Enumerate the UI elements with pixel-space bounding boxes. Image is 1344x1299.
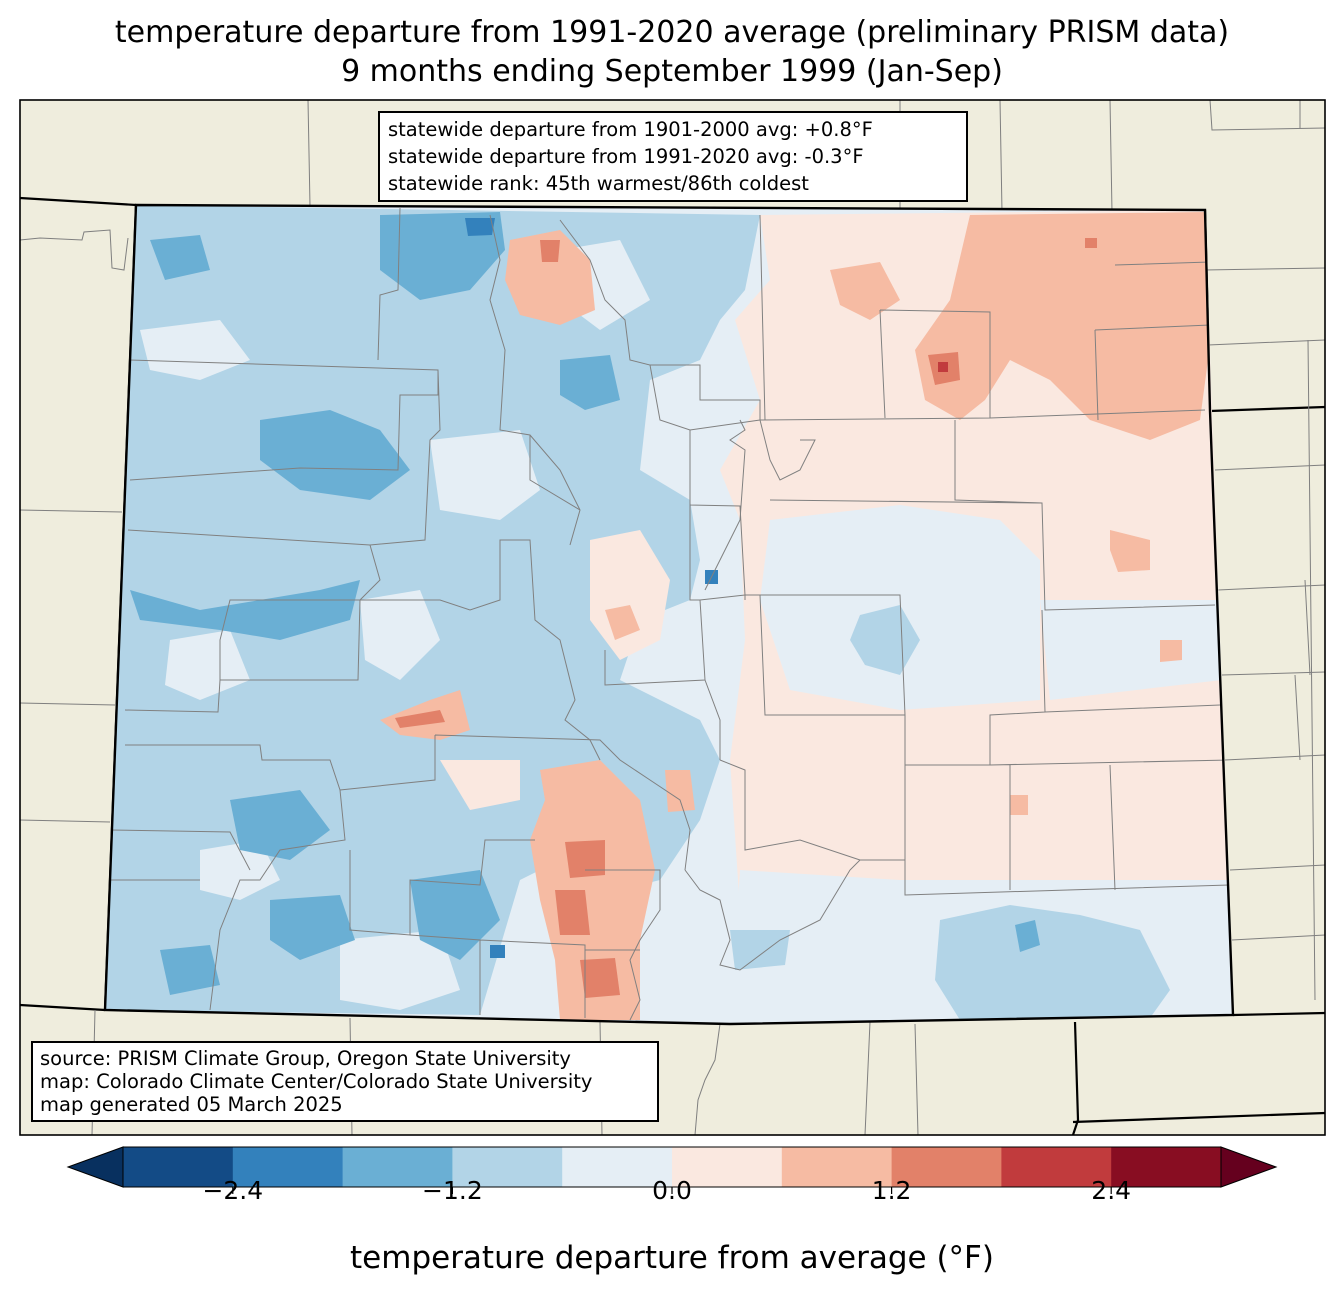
colorbar-bin xyxy=(232,1147,344,1187)
colorbar-bin xyxy=(452,1147,563,1187)
generated-date-line: map generated 05 March 2025 xyxy=(40,1093,343,1116)
source-line: source: PRISM Climate Group, Oregon Stat… xyxy=(40,1047,571,1070)
colorbar xyxy=(66,1146,1278,1194)
colorbar-bin xyxy=(891,1147,1002,1187)
stats-departure-1901-2000: statewide departure from 1901-2000 avg: … xyxy=(388,118,873,141)
statewide-stats-box: statewide departure from 1901-2000 avg: … xyxy=(378,111,968,202)
colorado-border xyxy=(103,203,1235,1026)
colorbar-bin xyxy=(781,1147,893,1187)
colorbar-label: temperature departure from average (°F) xyxy=(350,1240,994,1276)
colorbar-tick-label: 2.4 xyxy=(1091,1176,1132,1205)
map-frame xyxy=(19,99,1326,1136)
colorbar-bin xyxy=(123,1147,234,1187)
temperature-field xyxy=(105,205,1233,1024)
colorbar-tick-label: 0.0 xyxy=(652,1176,692,1205)
colorbar-tick-label: 1.2 xyxy=(871,1176,912,1205)
colorbar-bin xyxy=(672,1147,783,1187)
source-box: source: PRISM Climate Group, Oregon Stat… xyxy=(31,1041,659,1122)
colorbar-tick-label: −1.2 xyxy=(422,1176,483,1205)
map-subtitle: 9 months ending September 1999 (Jan-Sep) xyxy=(341,54,1003,89)
stats-departure-1991-2020: statewide departure from 1991-2020 avg: … xyxy=(388,145,864,168)
map-credit-line: map: Colorado Climate Center/Colorado St… xyxy=(40,1070,593,1093)
map-title: temperature departure from 1991-2020 ave… xyxy=(114,15,1230,50)
colorbar-tick-label: −2.4 xyxy=(202,1176,264,1205)
colorbar-under-extension xyxy=(66,1146,124,1188)
county-lines xyxy=(109,207,1231,1021)
stats-rank: statewide rank: 45th warmest/86th coldes… xyxy=(388,172,809,195)
colorbar-bin xyxy=(342,1147,453,1187)
colorbar-bin xyxy=(562,1147,673,1187)
colorbar-over-extension xyxy=(1220,1146,1278,1188)
colorbar-bin xyxy=(1001,1147,1112,1187)
colorbar-bin xyxy=(1111,1147,1222,1187)
